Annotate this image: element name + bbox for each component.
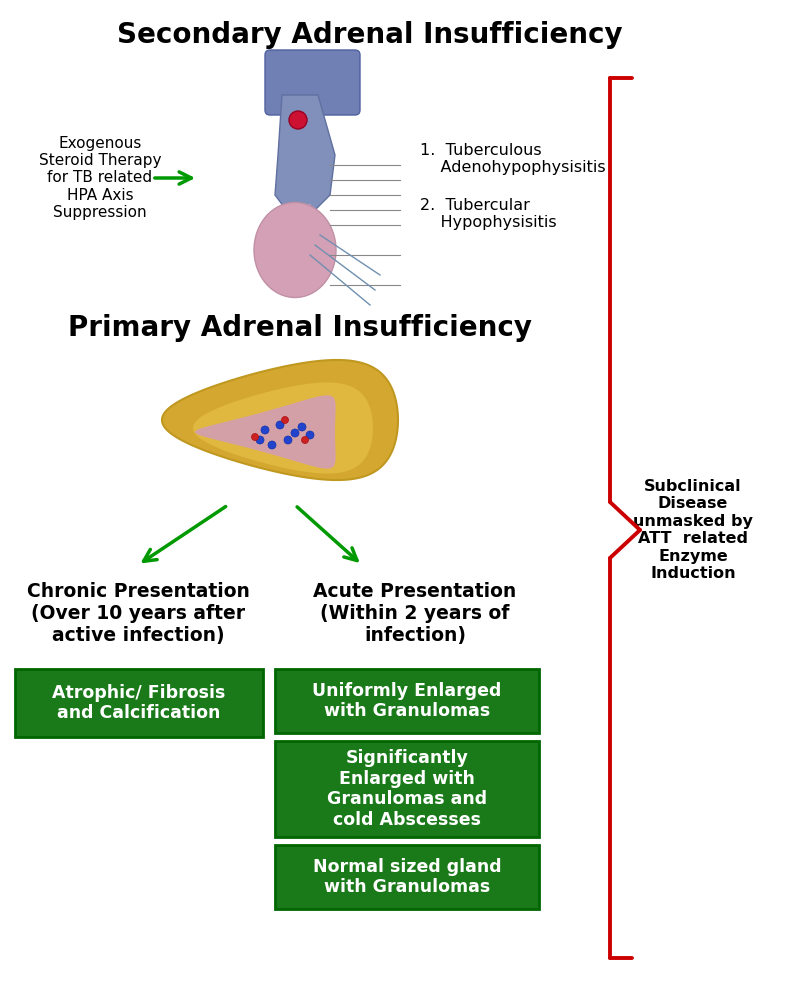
Text: Uniformly Enlarged
with Granulomas: Uniformly Enlarged with Granulomas [312,682,502,720]
Polygon shape [193,382,373,473]
Circle shape [291,429,299,437]
Text: Primary Adrenal Insufficiency: Primary Adrenal Insufficiency [68,314,532,342]
FancyBboxPatch shape [291,204,311,236]
Circle shape [268,441,276,449]
Circle shape [282,417,289,424]
Circle shape [302,437,309,444]
Polygon shape [275,95,335,215]
Ellipse shape [254,203,336,297]
FancyBboxPatch shape [275,741,539,837]
Text: 2.  Tubercular
    Hypophysisitis: 2. Tubercular Hypophysisitis [420,198,557,230]
Text: Significantly
Enlarged with
Granulomas and
cold Abscesses: Significantly Enlarged with Granulomas a… [327,749,487,829]
Circle shape [289,111,307,129]
Text: Acute Presentation
(Within 2 years of
infection): Acute Presentation (Within 2 years of in… [314,582,517,645]
FancyBboxPatch shape [265,50,360,115]
Polygon shape [162,360,398,480]
Text: Normal sized gland
with Granulomas: Normal sized gland with Granulomas [313,858,502,896]
Text: Chronic Presentation
(Over 10 years after
active infection): Chronic Presentation (Over 10 years afte… [26,582,250,645]
Text: 1.  Tuberculous
    Adenohypophysisitis: 1. Tuberculous Adenohypophysisitis [420,143,606,176]
Circle shape [261,426,269,434]
Circle shape [298,423,306,431]
Polygon shape [195,395,336,468]
Circle shape [256,436,264,444]
Text: Secondary Adrenal Insufficiency: Secondary Adrenal Insufficiency [117,21,623,49]
Text: Subclinical
Disease
unmasked by
ATT  related
Enzyme
Induction: Subclinical Disease unmasked by ATT rela… [633,479,753,581]
Text: Exogenous
Steroid Therapy
for TB related
HPA Axis
Suppression: Exogenous Steroid Therapy for TB related… [38,135,162,220]
Text: Atrophic/ Fibrosis
and Calcification: Atrophic/ Fibrosis and Calcification [52,684,226,722]
Circle shape [251,434,258,441]
Circle shape [276,421,284,429]
FancyBboxPatch shape [275,845,539,909]
FancyBboxPatch shape [275,669,539,733]
Circle shape [306,431,314,439]
FancyBboxPatch shape [15,669,263,737]
Circle shape [284,436,292,444]
